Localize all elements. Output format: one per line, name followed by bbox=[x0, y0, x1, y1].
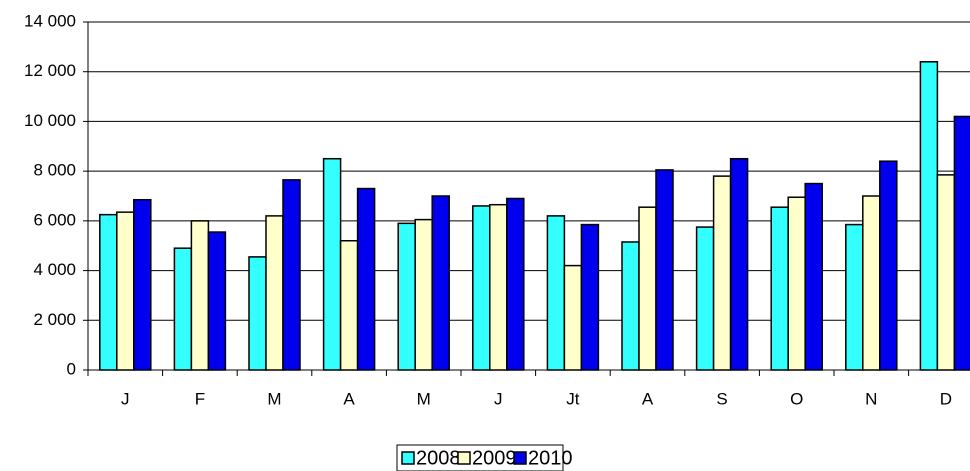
bar bbox=[431, 195, 450, 371]
bar bbox=[397, 222, 416, 371]
bar bbox=[563, 264, 583, 371]
legend-box bbox=[396, 444, 564, 471]
bar bbox=[936, 174, 956, 371]
bar bbox=[787, 196, 806, 371]
y-tick-label: 8 000 bbox=[33, 161, 76, 180]
x-tick-label: Jt bbox=[566, 389, 580, 408]
bar bbox=[506, 197, 525, 371]
x-tick-label: M bbox=[417, 389, 431, 408]
bar bbox=[173, 247, 193, 371]
x-tick-label: N bbox=[865, 389, 877, 408]
bar bbox=[729, 157, 749, 371]
x-tick-label: S bbox=[716, 389, 727, 408]
legend-swatch bbox=[401, 451, 415, 465]
bar bbox=[919, 61, 939, 371]
y-tick-label: 6 000 bbox=[33, 210, 76, 229]
bar bbox=[207, 231, 227, 371]
bar bbox=[414, 218, 433, 371]
bar bbox=[116, 211, 135, 371]
bar bbox=[322, 157, 342, 371]
y-tick-label: 10 000 bbox=[24, 111, 76, 130]
x-tick-label: J bbox=[121, 389, 130, 408]
bar bbox=[879, 160, 898, 371]
bar bbox=[770, 206, 789, 371]
legend-label: 2010 bbox=[528, 447, 573, 469]
legend-label: 2009 bbox=[472, 447, 517, 469]
y-tick-label: 4 000 bbox=[33, 260, 76, 279]
bar bbox=[339, 239, 359, 371]
bar bbox=[248, 256, 267, 371]
bar bbox=[580, 223, 600, 371]
bar bbox=[265, 215, 284, 371]
x-tick-label: J bbox=[494, 389, 503, 408]
bar bbox=[862, 195, 881, 371]
bar bbox=[546, 215, 566, 371]
bar bbox=[953, 115, 970, 371]
x-tick-label: D bbox=[940, 389, 952, 408]
x-tick-label: A bbox=[642, 389, 654, 408]
legend-swatch bbox=[513, 451, 527, 465]
y-tick-label: 2 000 bbox=[33, 310, 76, 329]
x-tick-label: M bbox=[267, 389, 281, 408]
y-tick-label: 0 bbox=[67, 359, 76, 378]
bar bbox=[472, 205, 491, 371]
x-tick-label: A bbox=[343, 389, 355, 408]
y-tick-label: 12 000 bbox=[24, 61, 76, 80]
x-tick-label: F bbox=[195, 389, 205, 408]
bar bbox=[638, 206, 657, 371]
bar bbox=[655, 169, 674, 371]
bar bbox=[621, 241, 640, 371]
y-tick-label: 14 000 bbox=[24, 11, 76, 30]
legend-swatch bbox=[457, 451, 471, 465]
x-tick-label: O bbox=[790, 389, 803, 408]
legend-label: 2008 bbox=[416, 447, 461, 469]
bar bbox=[282, 179, 301, 371]
bar bbox=[845, 223, 864, 371]
bar bbox=[712, 175, 732, 371]
bar bbox=[804, 182, 823, 371]
bar bbox=[356, 187, 376, 371]
bar bbox=[695, 226, 715, 371]
bar bbox=[99, 213, 118, 371]
bar bbox=[489, 203, 508, 371]
bar bbox=[133, 198, 152, 371]
bar bbox=[190, 220, 210, 371]
